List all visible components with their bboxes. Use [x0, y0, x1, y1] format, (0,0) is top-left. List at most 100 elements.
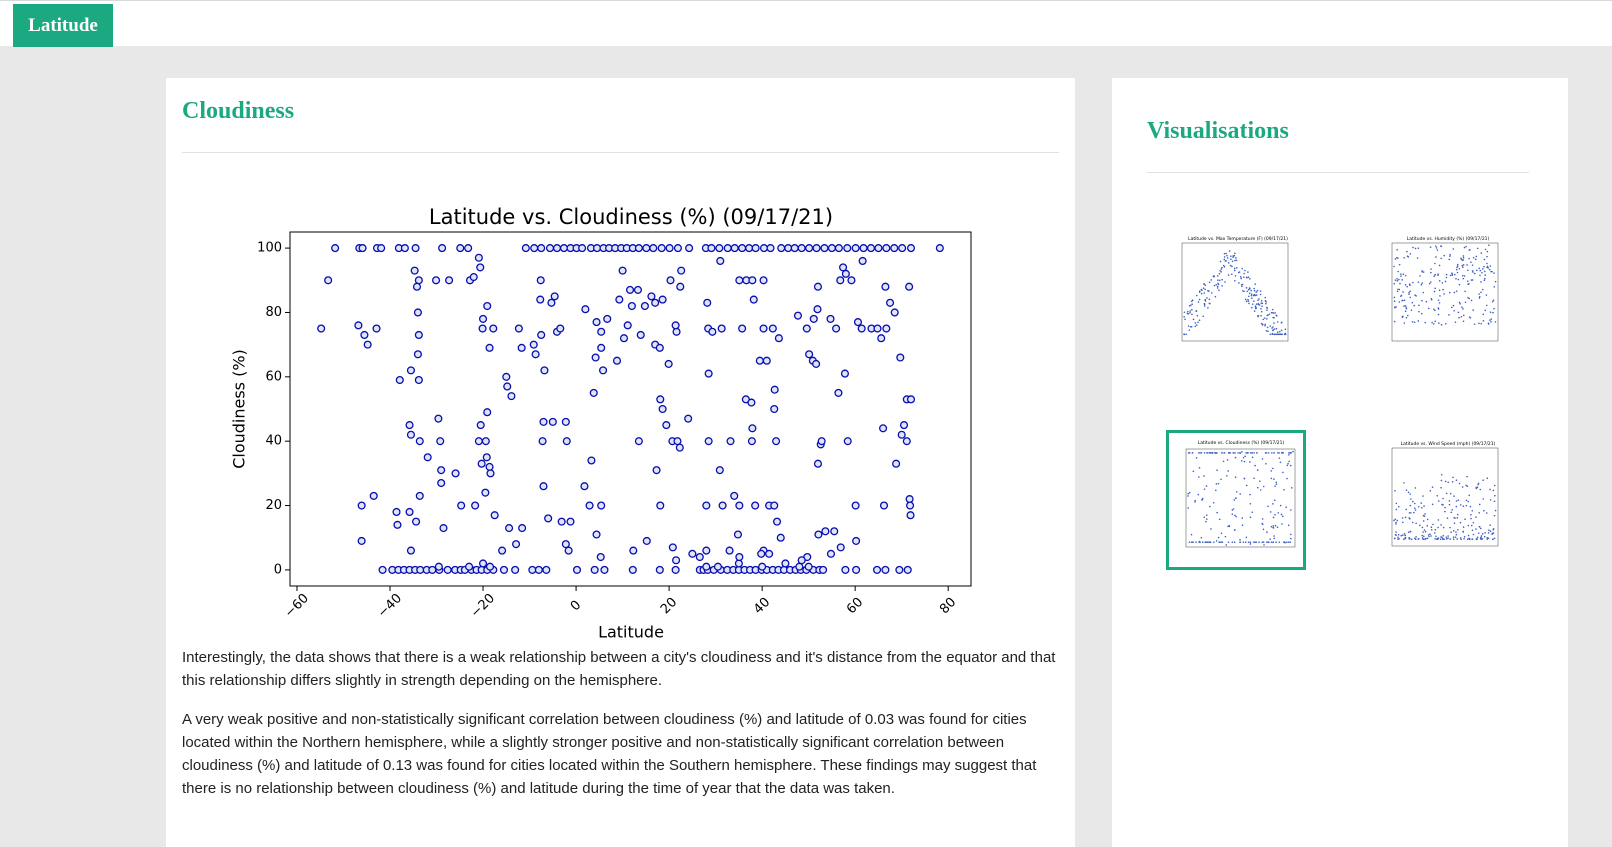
thumbnail-dot [1203, 292, 1206, 294]
thumbnail-dot [1226, 474, 1228, 477]
thumbnail-dot [1455, 268, 1458, 271]
thumbnail-dot [1494, 321, 1497, 323]
scatter-point [751, 501, 760, 510]
thumbnail-dot [1251, 303, 1254, 305]
thumbnail-dot [1440, 245, 1442, 247]
thumbnail-dot [1258, 541, 1260, 543]
scatter-point [830, 527, 839, 536]
thumbnail-dot [1447, 481, 1450, 484]
thumbnail-dot [1393, 320, 1396, 323]
scatter-point [685, 244, 694, 253]
thumbnail-dot [1471, 538, 1473, 540]
thumbnail-dot [1245, 484, 1248, 487]
thumbnail-dot [1233, 269, 1236, 272]
scatter-point [843, 244, 852, 253]
thumbnail-dot [1467, 269, 1469, 272]
thumbnail-dot [1203, 488, 1206, 490]
scatter-point [797, 556, 806, 565]
thumbnail-dot [1261, 305, 1263, 307]
thumbnail-dot [1234, 497, 1237, 500]
thumbnail-dot [1230, 258, 1232, 260]
thumbnail-dot [1275, 541, 1277, 543]
scatter-point [540, 366, 549, 375]
thumbnail-dot [1197, 321, 1199, 324]
thumbnail-dot [1256, 469, 1259, 471]
thumbnail-dot [1272, 526, 1274, 529]
thumbnail-dot [1284, 328, 1287, 331]
scatter-point [836, 276, 845, 285]
thumbnail-dot [1209, 505, 1211, 508]
thumbnail-dot [1477, 483, 1479, 486]
thumbnail-dot [1486, 538, 1489, 540]
thumbnail-dot [1264, 296, 1267, 299]
thumbnail-dot [1462, 320, 1465, 323]
thumbnail-dot [1401, 517, 1404, 519]
thumbnail-dot [1292, 450, 1294, 453]
thumbnail-dot [1489, 265, 1492, 267]
thumbnail-dot [1231, 541, 1234, 543]
thumbnail-dot [1445, 492, 1448, 495]
thumbnail[interactable]: Latitude vs. Cloudiness (%) (09/17/21) [1166, 430, 1306, 570]
thumbnail-dot [1402, 291, 1404, 293]
thumbnail-dot [1494, 509, 1497, 512]
thumbnail-dot [1488, 244, 1490, 246]
thumbnail-dot [1273, 537, 1276, 540]
latitude-button[interactable]: Latitude [13, 4, 113, 47]
thumbnail-dot [1227, 541, 1230, 543]
thumbnail-dot [1254, 464, 1256, 467]
thumbnail-dot [1442, 497, 1444, 500]
thumbnail-dot [1462, 526, 1465, 528]
thumbnail-dot [1255, 541, 1258, 543]
thumbnail-dot [1267, 330, 1269, 332]
thumbnail-dot [1395, 508, 1398, 511]
scatter-point [438, 244, 447, 253]
thumbnail-dot [1278, 541, 1281, 543]
thumbnail-dot [1408, 291, 1410, 294]
thumbnail-dot [1455, 505, 1458, 508]
thumbnail-dot [1457, 528, 1459, 531]
thumbnail-dot [1465, 499, 1468, 502]
thumbnail-dot [1195, 541, 1197, 543]
thumbnail-dot [1212, 501, 1215, 504]
thumbnail-dot [1217, 482, 1220, 485]
thumbnail-dot [1463, 314, 1465, 317]
thumbnail-dot [1269, 511, 1272, 513]
thumbnail-dot [1424, 530, 1427, 533]
thumbnail-dot [1493, 286, 1496, 288]
scatter-point [813, 459, 823, 468]
scatter-point [858, 256, 867, 266]
scatter-point [834, 388, 843, 397]
scatter-point [485, 343, 494, 352]
scatter-point [738, 244, 747, 253]
y-tick-label: 60 [265, 369, 282, 384]
chart: Latitude vs. Cloudiness (%) (09/17/21) L… [230, 205, 972, 642]
scatter-point [649, 244, 658, 253]
thumbnail[interactable]: Latitude vs. Humidity (%) (09/17/21) [1380, 233, 1506, 363]
scatter-point [354, 321, 363, 330]
scatter-point [439, 524, 448, 533]
thumbnail-dot [1221, 285, 1223, 287]
thumbnail[interactable]: Latitude vs. Max Temperature (F) (09/17/… [1170, 233, 1296, 363]
thumbnail-dot [1195, 324, 1198, 326]
thumbnail-dot [1245, 287, 1248, 289]
scatter-point [469, 273, 478, 282]
thumbnail[interactable]: Latitude vs. Wind Speed (mph) (09/17/21) [1380, 438, 1506, 568]
thumbnail-dot [1396, 519, 1399, 522]
scatter-point [511, 565, 520, 574]
thumbnail-dot [1216, 469, 1218, 471]
thumbnail-dot [1426, 518, 1429, 521]
thumbnail-dot [1458, 283, 1461, 286]
thumbnail-dot [1284, 332, 1287, 335]
thumbnail-dot [1445, 273, 1448, 276]
scatter-point [474, 437, 483, 446]
scatter-point [802, 324, 811, 333]
scatter-point [733, 530, 743, 539]
scatter-point [471, 501, 480, 510]
paragraph: Interestingly, the data shows that there… [182, 649, 1056, 689]
thumbnail-dot [1263, 544, 1265, 546]
thumbnail-dot [1242, 456, 1245, 459]
scatter-point [776, 533, 785, 542]
thumbnail-dot [1280, 329, 1283, 332]
thumbnail-dot [1211, 292, 1213, 294]
thumbnail-dot [1238, 271, 1241, 273]
